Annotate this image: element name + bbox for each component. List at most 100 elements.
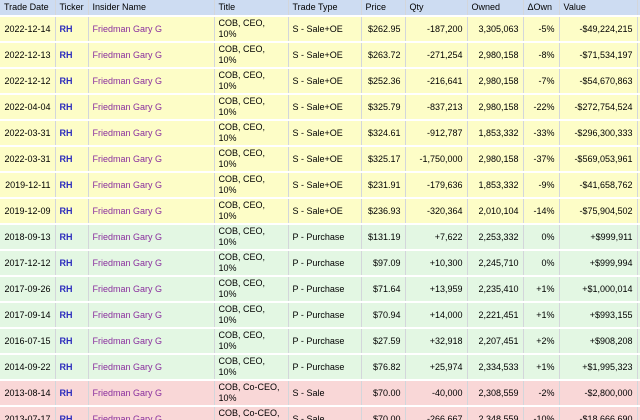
ticker-link[interactable]: RH — [59, 179, 73, 190]
ticker-link[interactable]: RH — [59, 283, 73, 294]
cell-insider-name[interactable]: Friedman Gary G — [88, 328, 215, 355]
cell-insider-name[interactable]: Friedman Gary G — [88, 354, 215, 381]
cell-insider-name[interactable]: Friedman Gary G — [88, 406, 215, 420]
cell-value: +$999,994 — [559, 250, 638, 277]
cell-owned: 1,853,332 — [467, 172, 524, 199]
insider-link[interactable]: Friedman Gary G — [92, 153, 163, 164]
cell-ticker[interactable]: RH — [55, 250, 89, 277]
insider-link[interactable]: Friedman Gary G — [92, 413, 163, 420]
cell-qty: +13,959 — [405, 276, 468, 303]
cell-qty: -320,364 — [405, 198, 468, 225]
cell-insider-name[interactable]: Friedman Gary G — [88, 94, 215, 121]
cell-insider-name[interactable]: Friedman Gary G — [88, 172, 215, 199]
cell-ticker[interactable]: RH — [55, 276, 89, 303]
insider-link[interactable]: Friedman Gary G — [92, 205, 163, 216]
cell-ticker[interactable]: RH — [55, 42, 89, 69]
cell-ticker[interactable]: RH — [55, 302, 89, 329]
insider-link[interactable]: Friedman Gary G — [92, 179, 163, 190]
cell-insider-name[interactable]: Friedman Gary G — [88, 302, 215, 329]
cell-trade-date: 2013-08-14 — [0, 380, 56, 407]
cell-ticker[interactable]: RH — [55, 380, 89, 407]
row-spacer-cell — [637, 94, 640, 121]
col-header-trade-date: Trade Date — [0, 0, 56, 17]
cell-value: -$41,658,762 — [559, 172, 638, 199]
row-spacer-cell — [637, 224, 640, 251]
cell-title: COB, CEO, 10% — [214, 276, 289, 303]
insider-link[interactable]: Friedman Gary G — [92, 257, 163, 268]
cell-owned: 2,348,559 — [467, 406, 524, 420]
cell-ticker[interactable]: RH — [55, 224, 89, 251]
cell-owned: 2,334,533 — [467, 354, 524, 381]
insider-link[interactable]: Friedman Gary G — [92, 335, 163, 346]
cell-insider-name[interactable]: Friedman Gary G — [88, 380, 215, 407]
ticker-link[interactable]: RH — [59, 101, 73, 112]
cell-insider-name[interactable]: Friedman Gary G — [88, 146, 215, 173]
ticker-link[interactable]: RH — [59, 205, 73, 216]
cell-price: $263.72 — [361, 42, 406, 69]
row-spacer-cell — [637, 198, 640, 225]
ticker-link[interactable]: RH — [59, 257, 73, 268]
cell-insider-name[interactable]: Friedman Gary G — [88, 276, 215, 303]
ticker-link[interactable]: RH — [59, 75, 73, 86]
cell-insider-name[interactable]: Friedman Gary G — [88, 68, 215, 95]
cell-ticker[interactable]: RH — [55, 146, 89, 173]
cell-ticker[interactable]: RH — [55, 328, 89, 355]
ticker-link[interactable]: RH — [59, 413, 73, 420]
row-spacer-cell — [637, 172, 640, 199]
ticker-link[interactable]: RH — [59, 231, 73, 242]
insider-link[interactable]: Friedman Gary G — [92, 309, 163, 320]
cell-delta-own: +2% — [523, 328, 560, 355]
insider-link[interactable]: Friedman Gary G — [92, 49, 163, 60]
ticker-link[interactable]: RH — [59, 361, 73, 372]
cell-title: COB, CEO, 10% — [214, 224, 289, 251]
insider-link[interactable]: Friedman Gary G — [92, 283, 163, 294]
ticker-link[interactable]: RH — [59, 387, 73, 398]
cell-delta-own: 0% — [523, 224, 560, 251]
col-header-value: Value — [559, 0, 638, 17]
ticker-link[interactable]: RH — [59, 49, 73, 60]
insider-link[interactable]: Friedman Gary G — [92, 387, 163, 398]
ticker-link[interactable]: RH — [59, 127, 73, 138]
cell-owned: 2,308,559 — [467, 380, 524, 407]
insider-link[interactable]: Friedman Gary G — [92, 127, 163, 138]
cell-trade-type: S - Sale+OE — [288, 68, 362, 95]
cell-title: COB, CEO, 10% — [214, 16, 289, 43]
cell-delta-own: -7% — [523, 68, 560, 95]
ticker-link[interactable]: RH — [59, 153, 73, 164]
insider-link[interactable]: Friedman Gary G — [92, 23, 163, 34]
cell-delta-own: +1% — [523, 302, 560, 329]
cell-ticker[interactable]: RH — [55, 406, 89, 420]
cell-insider-name[interactable]: Friedman Gary G — [88, 42, 215, 69]
insider-link[interactable]: Friedman Gary G — [92, 231, 163, 242]
cell-insider-name[interactable]: Friedman Gary G — [88, 250, 215, 277]
cell-ticker[interactable]: RH — [55, 354, 89, 381]
row-spacer-cell — [637, 146, 640, 173]
cell-value: -$296,300,333 — [559, 120, 638, 147]
cell-ticker[interactable]: RH — [55, 172, 89, 199]
cell-ticker[interactable]: RH — [55, 198, 89, 225]
cell-owned: 2,980,158 — [467, 94, 524, 121]
insider-link[interactable]: Friedman Gary G — [92, 75, 163, 86]
cell-insider-name[interactable]: Friedman Gary G — [88, 224, 215, 251]
cell-ticker[interactable]: RH — [55, 120, 89, 147]
cell-delta-own: -22% — [523, 94, 560, 121]
ticker-link[interactable]: RH — [59, 335, 73, 346]
cell-insider-name[interactable]: Friedman Gary G — [88, 120, 215, 147]
ticker-link[interactable]: RH — [59, 309, 73, 320]
cell-delta-own: -8% — [523, 42, 560, 69]
cell-owned: 2,010,104 — [467, 198, 524, 225]
ticker-link[interactable]: RH — [59, 23, 73, 34]
cell-insider-name[interactable]: Friedman Gary G — [88, 198, 215, 225]
cell-insider-name[interactable]: Friedman Gary G — [88, 16, 215, 43]
insider-link[interactable]: Friedman Gary G — [92, 101, 163, 112]
insider-link[interactable]: Friedman Gary G — [92, 361, 163, 372]
cell-value: +$999,911 — [559, 224, 638, 251]
cell-ticker[interactable]: RH — [55, 68, 89, 95]
cell-price: $262.95 — [361, 16, 406, 43]
cell-delta-own: -9% — [523, 172, 560, 199]
cell-ticker[interactable]: RH — [55, 16, 89, 43]
cell-ticker[interactable]: RH — [55, 94, 89, 121]
cell-qty: -1,750,000 — [405, 146, 468, 173]
cell-trade-type: S - Sale+OE — [288, 198, 362, 225]
cell-qty: -266,667 — [405, 406, 468, 420]
